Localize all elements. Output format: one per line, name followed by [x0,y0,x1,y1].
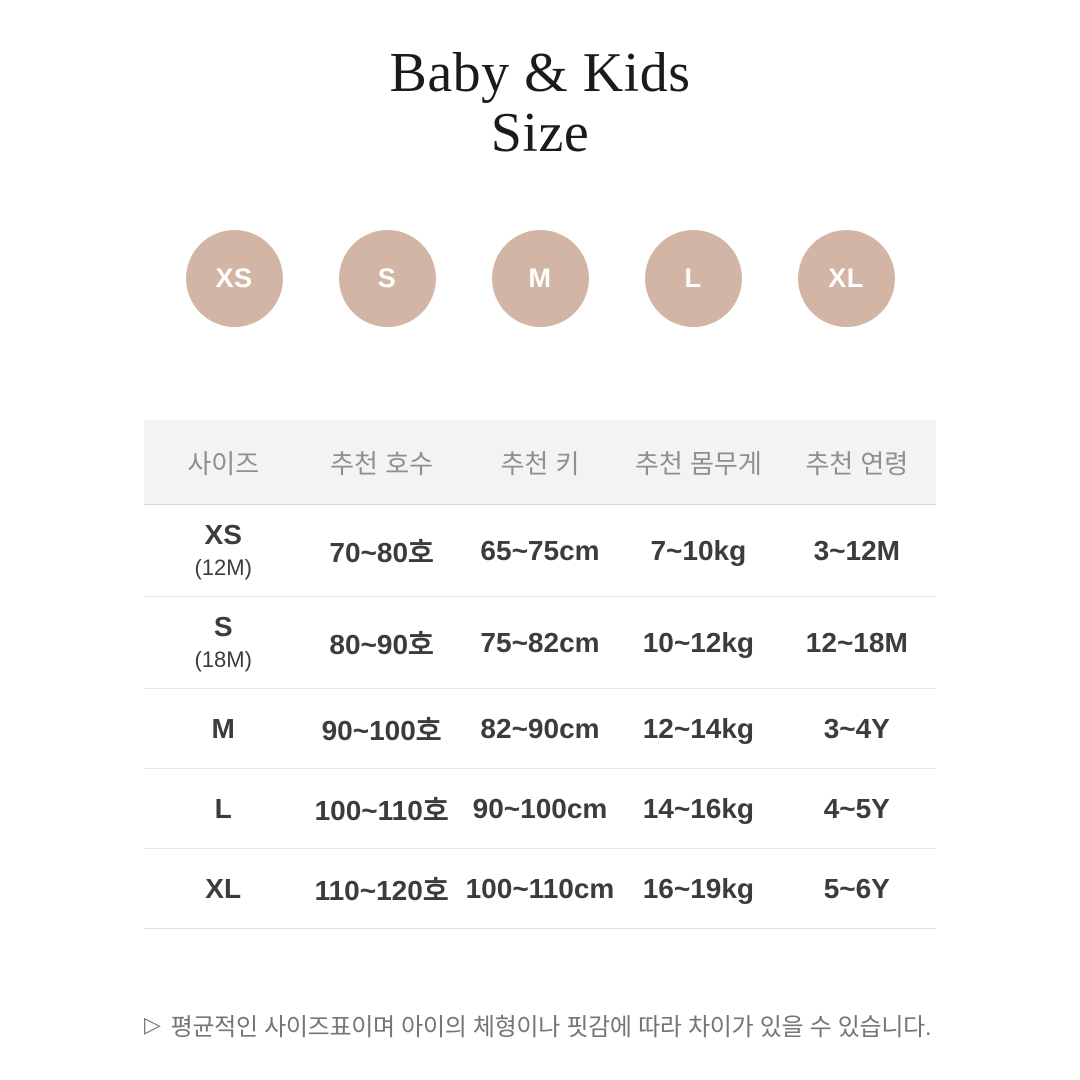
page-title: Baby & Kids Size [0,42,1080,164]
size-badge-s: S [338,229,436,327]
footnote-text: 평균적인 사이즈표이며 아이의 체형이나 핏감에 따라 차이가 있을 수 있습니… [170,1014,932,1042]
size-badge-m-label: M [528,262,552,293]
header-recommended-number: 추천 호수 [302,419,461,506]
table-row-xl: XL 110~120호 100~110cm 16~19kg 5~6Y [144,848,936,930]
cell-weight: 7~10kg [619,504,778,598]
cell-weight: 12~14kg [619,688,778,770]
cell-number: 110~120호 [302,848,461,930]
size-badge-xl: XL [797,229,895,327]
table-row-s: S (18M) 80~90호 75~82cm 10~12kg 12~18M [144,596,936,690]
size-badge-l-label: L [684,262,702,293]
size-badge-xs-label: XS [215,262,253,293]
cell-age: 5~6Y [777,848,936,930]
cell-weight: 16~19kg [619,848,778,930]
cell-size: XS (12M) [144,504,303,598]
page-title-line1: Baby & Kids [389,42,691,104]
size-badges-row: XS S M L XL [0,229,1080,327]
header-recommended-age: 추천 연령 [777,419,936,506]
table-row-l: L 100~110호 90~100cm 14~16kg 4~5Y [144,768,936,850]
size-badge-l: L [644,229,742,327]
cell-number: 90~100호 [302,688,461,770]
cell-height: 100~110cm [460,848,620,930]
size-label: L [214,792,232,824]
cell-height: 90~100cm [460,768,620,850]
size-table-header: 사이즈 추천 호수 추천 키 추천 몸무게 추천 연령 [144,419,936,506]
size-table: 사이즈 추천 호수 추천 키 추천 몸무게 추천 연령 XS (12M) 70~… [144,419,936,930]
size-badge-m: M [491,229,589,327]
cell-size: S (18M) [144,596,303,690]
size-label: S [213,610,233,642]
cell-height: 82~90cm [460,688,620,770]
cell-age: 12~18M [777,596,936,690]
size-sublabel: (12M) [194,554,252,580]
page-title-line2: Size [490,101,590,164]
cell-age: 3~4Y [777,688,936,770]
size-badge-xl-label: XL [828,262,864,293]
cell-height: 75~82cm [460,596,620,690]
cell-size: XL [144,848,303,930]
cell-weight: 10~12kg [619,596,778,690]
cell-number: 70~80호 [302,504,461,598]
cell-number: 80~90호 [302,596,461,690]
cell-size: L [144,768,303,850]
header-recommended-weight: 추천 몸무게 [619,419,778,506]
size-sublabel: (18M) [194,646,252,672]
header-size: 사이즈 [144,419,303,506]
cell-age: 4~5Y [777,768,936,850]
size-label: XL [205,872,242,904]
size-label: M [211,712,235,744]
table-row-xs: XS (12M) 70~80호 65~75cm 7~10kg 3~12M [144,504,936,598]
size-badge-xs: XS [185,229,283,327]
header-row: 사이즈 추천 호수 추천 키 추천 몸무게 추천 연령 [144,419,936,506]
table-row-m: M 90~100호 82~90cm 12~14kg 3~4Y [144,688,936,770]
footnote: ▷ 평균적인 사이즈표이며 아이의 체형이나 핏감에 따라 차이가 있을 수 있… [144,1007,1080,1042]
triangle-outline-icon: ▷ [144,1011,161,1037]
cell-number: 100~110호 [302,768,461,850]
cell-age: 3~12M [777,504,936,598]
header-recommended-height: 추천 키 [460,419,620,506]
size-badge-s-label: S [377,262,397,293]
cell-height: 65~75cm [460,504,620,598]
cell-weight: 14~16kg [619,768,778,850]
size-label: XS [204,518,242,550]
cell-size: M [144,688,303,770]
size-table-body: XS (12M) 70~80호 65~75cm 7~10kg 3~12M S (… [144,504,936,930]
